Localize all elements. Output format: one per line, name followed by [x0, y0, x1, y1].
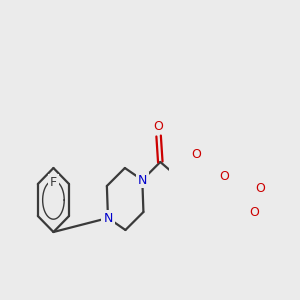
Text: O: O — [256, 182, 266, 196]
Text: F: F — [50, 176, 57, 188]
Text: O: O — [249, 206, 259, 220]
Text: O: O — [154, 119, 164, 133]
Text: O: O — [219, 170, 229, 184]
Text: O: O — [191, 148, 201, 161]
Text: N: N — [138, 173, 147, 187]
Text: N: N — [103, 212, 113, 224]
